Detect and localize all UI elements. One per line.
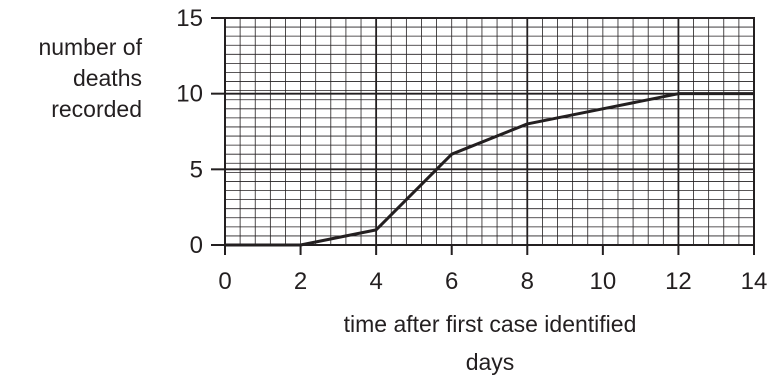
x-axis-label: time after first case identified	[344, 311, 637, 337]
x-tick-label: 4	[369, 268, 382, 295]
x-tick-label: 6	[445, 268, 458, 295]
x-tick-label: 2	[294, 268, 307, 295]
y-tick-label: 15	[176, 5, 203, 32]
plot-border	[224, 17, 755, 246]
y-axis-label-line-2: deaths	[73, 65, 142, 91]
y-tick-label: 10	[176, 81, 203, 108]
grid-minor	[225, 18, 754, 245]
y-axis-label-line-1: number of	[38, 34, 142, 60]
y-tick-labels: 0 5 10 15	[176, 5, 225, 259]
x-tick-labels: 0 2 4 6 8 10 12 14	[218, 245, 767, 295]
plot-frame	[224, 17, 755, 246]
x-tick-label: 8	[521, 268, 534, 295]
grid-major	[225, 18, 754, 245]
x-axis-unit: days	[466, 349, 515, 375]
series-layer	[225, 92, 754, 247]
x-tick-label: 14	[741, 268, 768, 295]
x-tick-label: 10	[590, 268, 617, 295]
x-tick-label: 12	[665, 268, 692, 295]
x-tick-label: 0	[218, 268, 231, 295]
y-tick-label: 5	[190, 156, 203, 183]
y-tick-label: 0	[190, 232, 203, 259]
y-axis-label-line-3: recorded	[51, 96, 142, 122]
series-line	[225, 92, 754, 247]
